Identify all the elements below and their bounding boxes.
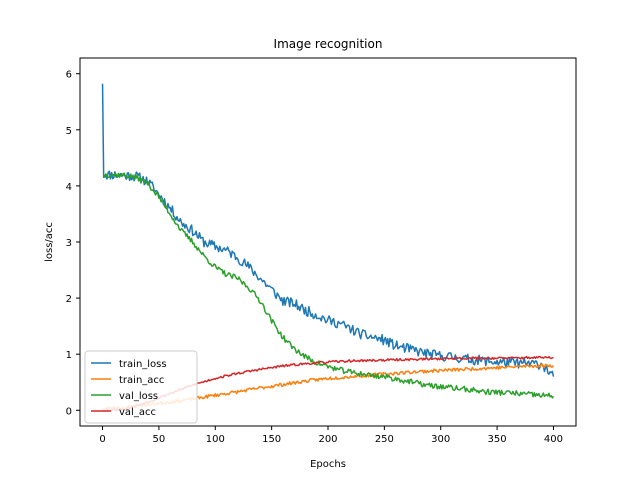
y-tick-label: 5 — [66, 126, 72, 137]
x-tick-label: 400 — [544, 434, 563, 445]
x-tick-label: 350 — [488, 434, 507, 445]
chart-title: Image recognition — [274, 37, 383, 51]
x-tick-label: 0 — [99, 434, 105, 445]
x-tick-label: 250 — [375, 434, 394, 445]
legend-label: train_loss — [119, 359, 167, 370]
y-tick-label: 4 — [66, 182, 72, 193]
x-tick-label: 300 — [431, 434, 450, 445]
series-line-val-loss — [103, 172, 555, 399]
x-tick-label: 150 — [262, 434, 281, 445]
x-tick-label: 50 — [153, 434, 166, 445]
x-axis-ticks: 0 50 100 150 200 250 300 350 400 — [99, 426, 563, 445]
y-axis-label: loss/acc — [44, 222, 55, 262]
x-tick-label: 100 — [206, 434, 225, 445]
legend: train_loss train_acc val_loss val_acc — [84, 350, 198, 424]
x-axis-label: Epochs — [310, 459, 346, 470]
y-axis-ticks: 0 1 2 3 4 5 6 — [66, 70, 80, 417]
y-tick-label: 2 — [66, 294, 72, 305]
legend-label: train_acc — [119, 375, 164, 386]
legend-label: val_acc — [119, 407, 156, 418]
series-line-train-loss — [101, 83, 555, 377]
y-tick-label: 3 — [66, 238, 72, 249]
legend-box — [84, 350, 198, 424]
legend-label: val_loss — [119, 391, 158, 402]
y-tick-label: 6 — [66, 70, 72, 81]
y-tick-label: 1 — [66, 350, 72, 361]
y-tick-label: 0 — [66, 406, 72, 417]
x-tick-label: 200 — [318, 434, 337, 445]
